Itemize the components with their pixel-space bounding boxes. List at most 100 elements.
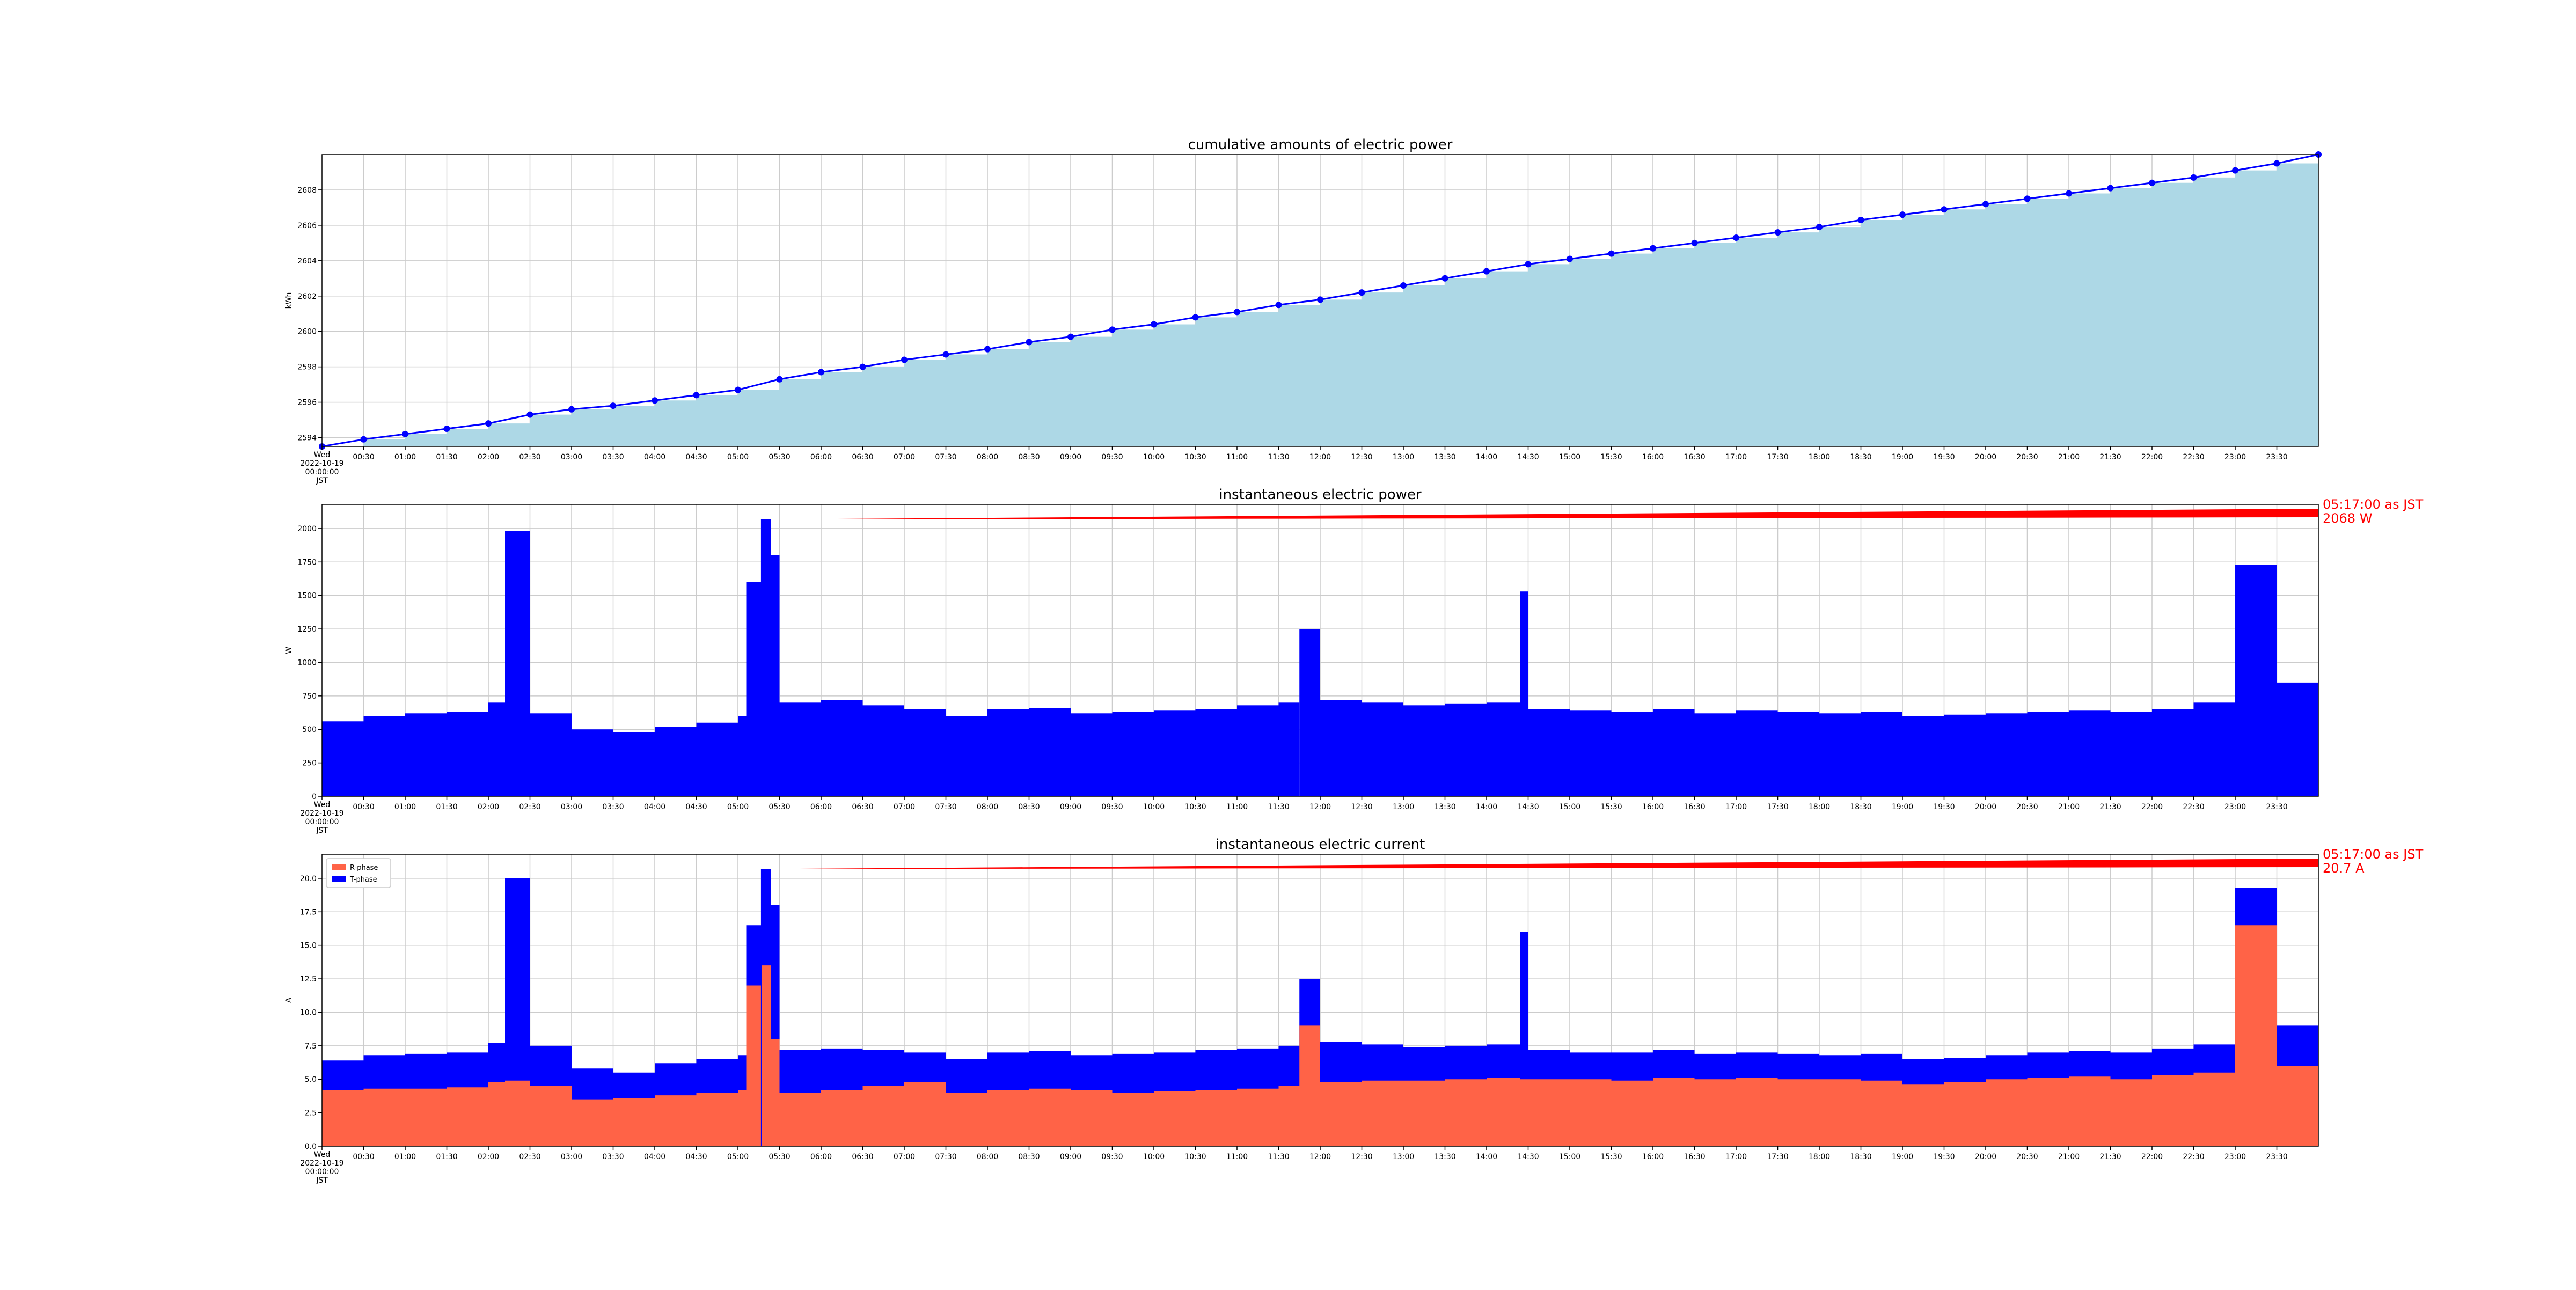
x-tick-label: 20:30 [2016,453,2038,461]
cumulative-point [1941,206,1948,213]
x-tick-label: 09:00 [1060,803,1081,811]
x-start-label: JST [316,826,328,835]
x-tick-label: 12:30 [1351,453,1372,461]
power-bar [1320,700,1362,796]
power-bar [1528,709,1570,796]
x-tick-label: 13:00 [1393,1153,1414,1161]
cumulative-point [735,386,741,393]
x-tick-label: 21:00 [2058,1153,2080,1161]
x-tick-label: 12:30 [1351,1153,1372,1161]
y-tick-label: 15.0 [300,942,317,950]
x-tick-label: 05:30 [769,1153,790,1161]
x-tick-label: 23:00 [2224,1153,2246,1161]
x-tick-label: 09:30 [1101,803,1123,811]
x-tick-label: 03:00 [561,453,582,461]
x-tick-label: 02:00 [478,453,499,461]
y-tick-label: 2.5 [305,1109,317,1118]
x-tick-label: 01:30 [436,1153,457,1161]
x-tick-label: 14:30 [1517,803,1539,811]
y-tick-label: 2606 [297,222,317,230]
x-tick-label: 03:30 [602,1153,624,1161]
x-tick-label: 22:30 [2183,803,2204,811]
x-tick-label: 10:30 [1184,1153,1206,1161]
x-tick-label: 23:00 [2224,453,2246,461]
y-axis-label: kWh [284,292,293,309]
x-tick-label: 01:00 [394,453,416,461]
power-bar [530,713,572,796]
x-tick-label: 02:30 [519,453,540,461]
power-bar [2152,709,2194,796]
x-tick-label: 18:30 [1850,453,1871,461]
x-tick-label: 21:30 [2099,453,2121,461]
x-tick-label: 06:00 [810,1153,832,1161]
x-tick-label: 06:30 [852,803,873,811]
cumulative-point [1400,282,1407,289]
power-bar [1029,708,1071,796]
power-bar [505,531,530,796]
power-bar [1299,629,1320,796]
power-bar [904,709,946,796]
power-bar [447,712,488,796]
x-tick-label: 08:30 [1018,1153,1040,1161]
cumulative-point [526,411,533,418]
cumulative-point [1774,229,1781,236]
x-tick-label: 08:00 [977,453,998,461]
x-tick-label: 08:30 [1018,803,1040,811]
x-tick-label: 02:30 [519,803,540,811]
y-tick-label: 17.5 [300,908,317,917]
power-bar [1861,712,1902,796]
power-bar [1071,713,1113,796]
x-tick-label: 05:30 [769,453,790,461]
x-tick-label: 07:00 [894,453,915,461]
x-start-label: 2022-10-19 [300,809,343,818]
chart-title: instantaneous electric current [1216,837,1425,853]
power-bar [572,729,613,796]
x-tick-label: 06:00 [810,453,832,461]
x-tick-label: 00:30 [353,803,374,811]
x-tick-label: 09:30 [1101,1153,1123,1161]
x-tick-label: 18:00 [1809,1153,1830,1161]
x-tick-label: 17:00 [1725,1153,1747,1161]
x-tick-label: 04:30 [685,803,707,811]
x-tick-label: 22:00 [2141,1153,2163,1161]
power-bar [2110,712,2152,796]
power-bar [1819,713,1861,796]
x-tick-label: 04:00 [644,803,665,811]
peak-arrow [761,859,2318,869]
cumulative-point [2107,185,2114,192]
cumulative-point [818,369,824,376]
cumulative-point [360,436,367,443]
power-bar [946,716,987,796]
y-tick-label: 0.0 [305,1142,317,1151]
x-start-label: 00:00:00 [305,818,339,826]
power-bar [1487,702,1520,796]
y-tick-label: 2000 [297,525,317,533]
x-tick-label: 23:30 [2266,803,2287,811]
y-tick-label: 0 [312,793,317,801]
y-tick-label: 12.5 [300,975,317,984]
cumulative-point [776,376,783,383]
x-tick-label: 14:30 [1517,1153,1539,1161]
legend-label: T-phase [349,876,377,884]
cumulative-point [2190,174,2197,181]
x-tick-label: 13:30 [1434,1153,1455,1161]
cumulative-point [1026,339,1033,346]
power-bar [1237,705,1279,796]
r-phase-area [322,925,2318,1146]
y-tick-label: 2594 [297,434,317,443]
power-bar [613,732,655,796]
cumulative-point [2024,195,2031,202]
legend-label: R-phase [350,864,378,872]
legend: R-phase T-phase [326,858,391,888]
x-tick-label: 21:00 [2058,453,2080,461]
x-tick-label: 05:00 [727,453,749,461]
x-tick-label: 11:00 [1226,453,1248,461]
legend-swatch [332,864,346,870]
x-start-label: Wed [314,1150,331,1159]
power-bar [738,716,747,796]
power-bar [2193,702,2235,796]
y-tick-label: 1250 [297,625,317,634]
